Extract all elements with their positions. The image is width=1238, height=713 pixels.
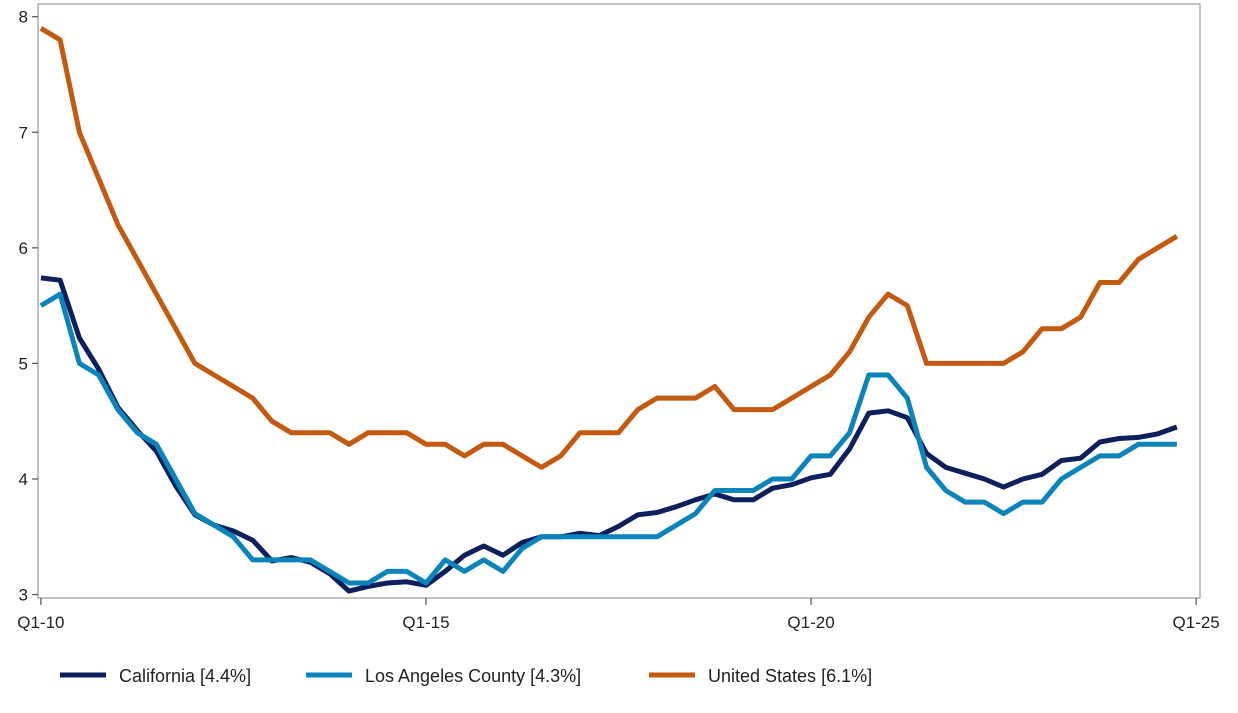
y-tick-label: 4	[19, 470, 28, 489]
x-tick-label: Q1-25	[1173, 613, 1220, 632]
y-tick-label: 6	[19, 239, 28, 258]
x-tick-label: Q1-10	[17, 613, 64, 632]
series-layer	[39, 26, 1179, 594]
y-tick-label: 3	[19, 586, 28, 605]
y-tick-label: 5	[19, 354, 28, 373]
series-line-2	[39, 26, 1179, 470]
y-axis: 3 4 5 6 7 8	[19, 8, 38, 605]
y-tick-label: 7	[19, 123, 28, 142]
series-line-0	[40, 275, 1178, 594]
legend-label: United States [6.1%]	[708, 666, 872, 686]
x-tick-label: Q1-15	[402, 613, 449, 632]
y-tick-label: 8	[19, 8, 28, 27]
plot-area-frame	[37, 3, 1201, 599]
series-line-1	[39, 291, 1177, 586]
x-axis: Q1-10 Q1-15 Q1-20 Q1-25	[17, 598, 1220, 632]
legend: California [4.4%] Los Angeles County [4.3…	[60, 666, 872, 686]
legend-label: Los Angeles County [4.3%]	[365, 666, 581, 686]
x-tick-label: Q1-20	[787, 613, 834, 632]
legend-label: California [4.4%]	[119, 666, 251, 686]
